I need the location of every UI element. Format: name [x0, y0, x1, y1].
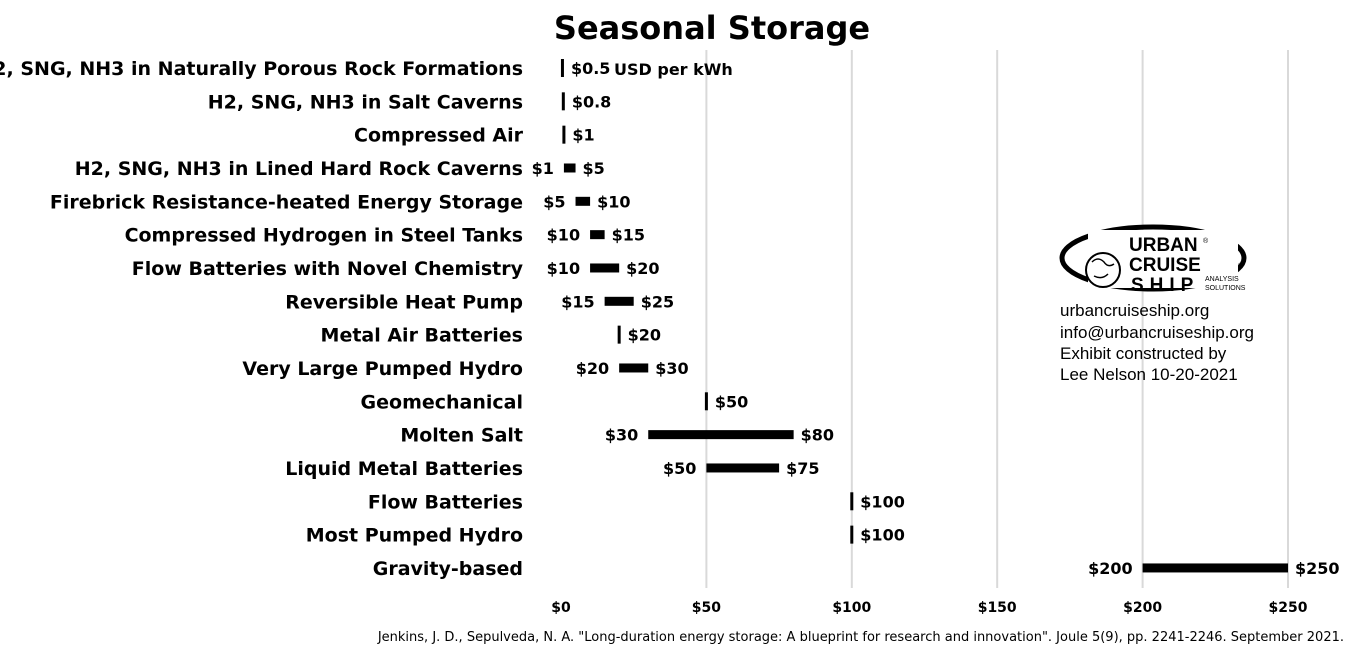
low-value-label: $50: [663, 459, 696, 478]
x-tick-label: $150: [978, 600, 1017, 616]
x-tick-label: $250: [1269, 600, 1308, 616]
data-labels: $0.5 $0.8 $1 $1 $5 $5 $10 $10 $15 $10 $20 $15 $25 $20…: [532, 59, 1340, 578]
logo-line2: CRUISE: [1129, 255, 1201, 276]
logo-line3: SHIP: [1131, 275, 1199, 296]
category-label: H2, SNG, NH3 in Salt Caverns: [208, 91, 523, 113]
range-bar: [704, 392, 708, 411]
range-bar: [604, 296, 634, 306]
low-value-label: $10: [547, 259, 580, 278]
category-label: Most Pumped Hydro: [306, 525, 523, 547]
x-tick-label: $200: [1123, 600, 1162, 616]
range-bar: [706, 463, 780, 473]
high-value-label: $50: [715, 392, 748, 411]
category-label: Firebrick Resistance-heated Energy Stora…: [50, 191, 523, 213]
category-label: Compressed Hydrogen in Steel Tanks: [125, 225, 523, 247]
category-label: Flow Batteries: [368, 491, 523, 513]
high-value-label: $250: [1295, 559, 1340, 578]
category-label: H2, SNG, NH3 in Lined Hard Rock Caverns: [75, 158, 523, 180]
category-label: Very Large Pumped Hydro: [242, 358, 523, 380]
urban-cruise-ship-logo: URBAN CRUISE SHIP ® ANALYSIS SOLUTIONS ®: [1059, 224, 1247, 296]
category-label: Molten Salt: [400, 425, 523, 447]
high-value-label: $75: [786, 459, 819, 478]
source-citation: Jenkins, J. D., Sepulveda, N. A. "Long-d…: [377, 630, 1344, 645]
high-value-label: $0.8: [572, 92, 611, 111]
high-value-label: $5: [583, 159, 605, 178]
low-value-label: $5: [543, 192, 565, 211]
chart-title: Seasonal Storage: [554, 9, 870, 47]
high-value-label: $100: [860, 492, 905, 511]
x-axis-ticks: $0 $50 $100 $150 $200 $250: [551, 600, 1307, 616]
range-bar: [562, 125, 566, 144]
low-value-label: $15: [561, 292, 594, 311]
range-bar: [590, 230, 605, 240]
range-bar: [617, 325, 621, 344]
info-credit-2: Lee Nelson 10-20-2021: [1060, 365, 1238, 384]
category-label: Metal Air Batteries: [321, 325, 523, 347]
category-label: Flow Batteries with Novel Chemistry: [132, 258, 524, 280]
high-value-label: $10: [597, 192, 630, 211]
x-tick-label: $50: [692, 600, 721, 616]
globe-icon: [1085, 252, 1121, 288]
range-bar: [1142, 563, 1288, 573]
low-value-label: $200: [1088, 559, 1133, 578]
category-label: Geomechanical: [361, 391, 523, 413]
high-value-label: $0.5: [571, 59, 610, 78]
info-credit-1: Exhibit constructed by: [1060, 344, 1227, 363]
range-bar: [563, 163, 576, 173]
category-label: Liquid Metal Batteries: [285, 458, 523, 480]
high-value-label: $80: [801, 426, 834, 445]
range-bar: [560, 59, 564, 77]
logo-registered-2: ®: [1238, 262, 1244, 270]
logo-tag2: SOLUTIONS: [1205, 285, 1246, 292]
range-bar: [648, 430, 794, 440]
low-value-label: $10: [547, 226, 580, 245]
range-bars: [560, 59, 1288, 573]
low-value-label: $30: [605, 426, 638, 445]
range-bar: [590, 263, 620, 273]
x-tick-label: $100: [832, 600, 871, 616]
range-bar: [850, 492, 854, 511]
category-label: Reversible Heat Pump: [285, 291, 523, 313]
high-value-label: $30: [655, 359, 688, 378]
x-tick-label: $0: [551, 600, 571, 616]
logo-line1: URBAN: [1129, 235, 1198, 256]
logo-swoosh: [1059, 224, 1247, 292]
range-bar: [619, 363, 649, 373]
logo-tag1: ANALYSIS: [1205, 276, 1239, 283]
category-label: Compressed Air: [354, 125, 524, 147]
unit-label: USD per kWh: [614, 60, 733, 79]
range-bar: [850, 525, 854, 544]
high-value-label: $100: [860, 526, 905, 545]
range-bar: [575, 196, 591, 206]
logo-registered: ®: [1203, 237, 1209, 245]
category-label: H2, SNG, NH3 in Naturally Porous Rock Fo…: [0, 58, 523, 80]
range-bar: [561, 92, 565, 111]
category-labels: H2, SNG, NH3 in Naturally Porous Rock Fo…: [0, 58, 524, 580]
category-label: Gravity-based: [373, 558, 523, 580]
high-value-label: $25: [641, 292, 674, 311]
high-value-label: $15: [612, 226, 645, 245]
info-block: urbancruiseship.org info@urbancruiseship…: [1060, 301, 1254, 384]
low-value-label: $20: [576, 359, 609, 378]
high-value-label: $20: [626, 259, 659, 278]
high-value-label: $20: [628, 326, 661, 345]
info-website: urbancruiseship.org: [1060, 301, 1209, 320]
info-email: info@urbancruiseship.org: [1060, 323, 1254, 342]
low-value-label: $1: [532, 159, 554, 178]
high-value-label: $1: [572, 126, 594, 145]
